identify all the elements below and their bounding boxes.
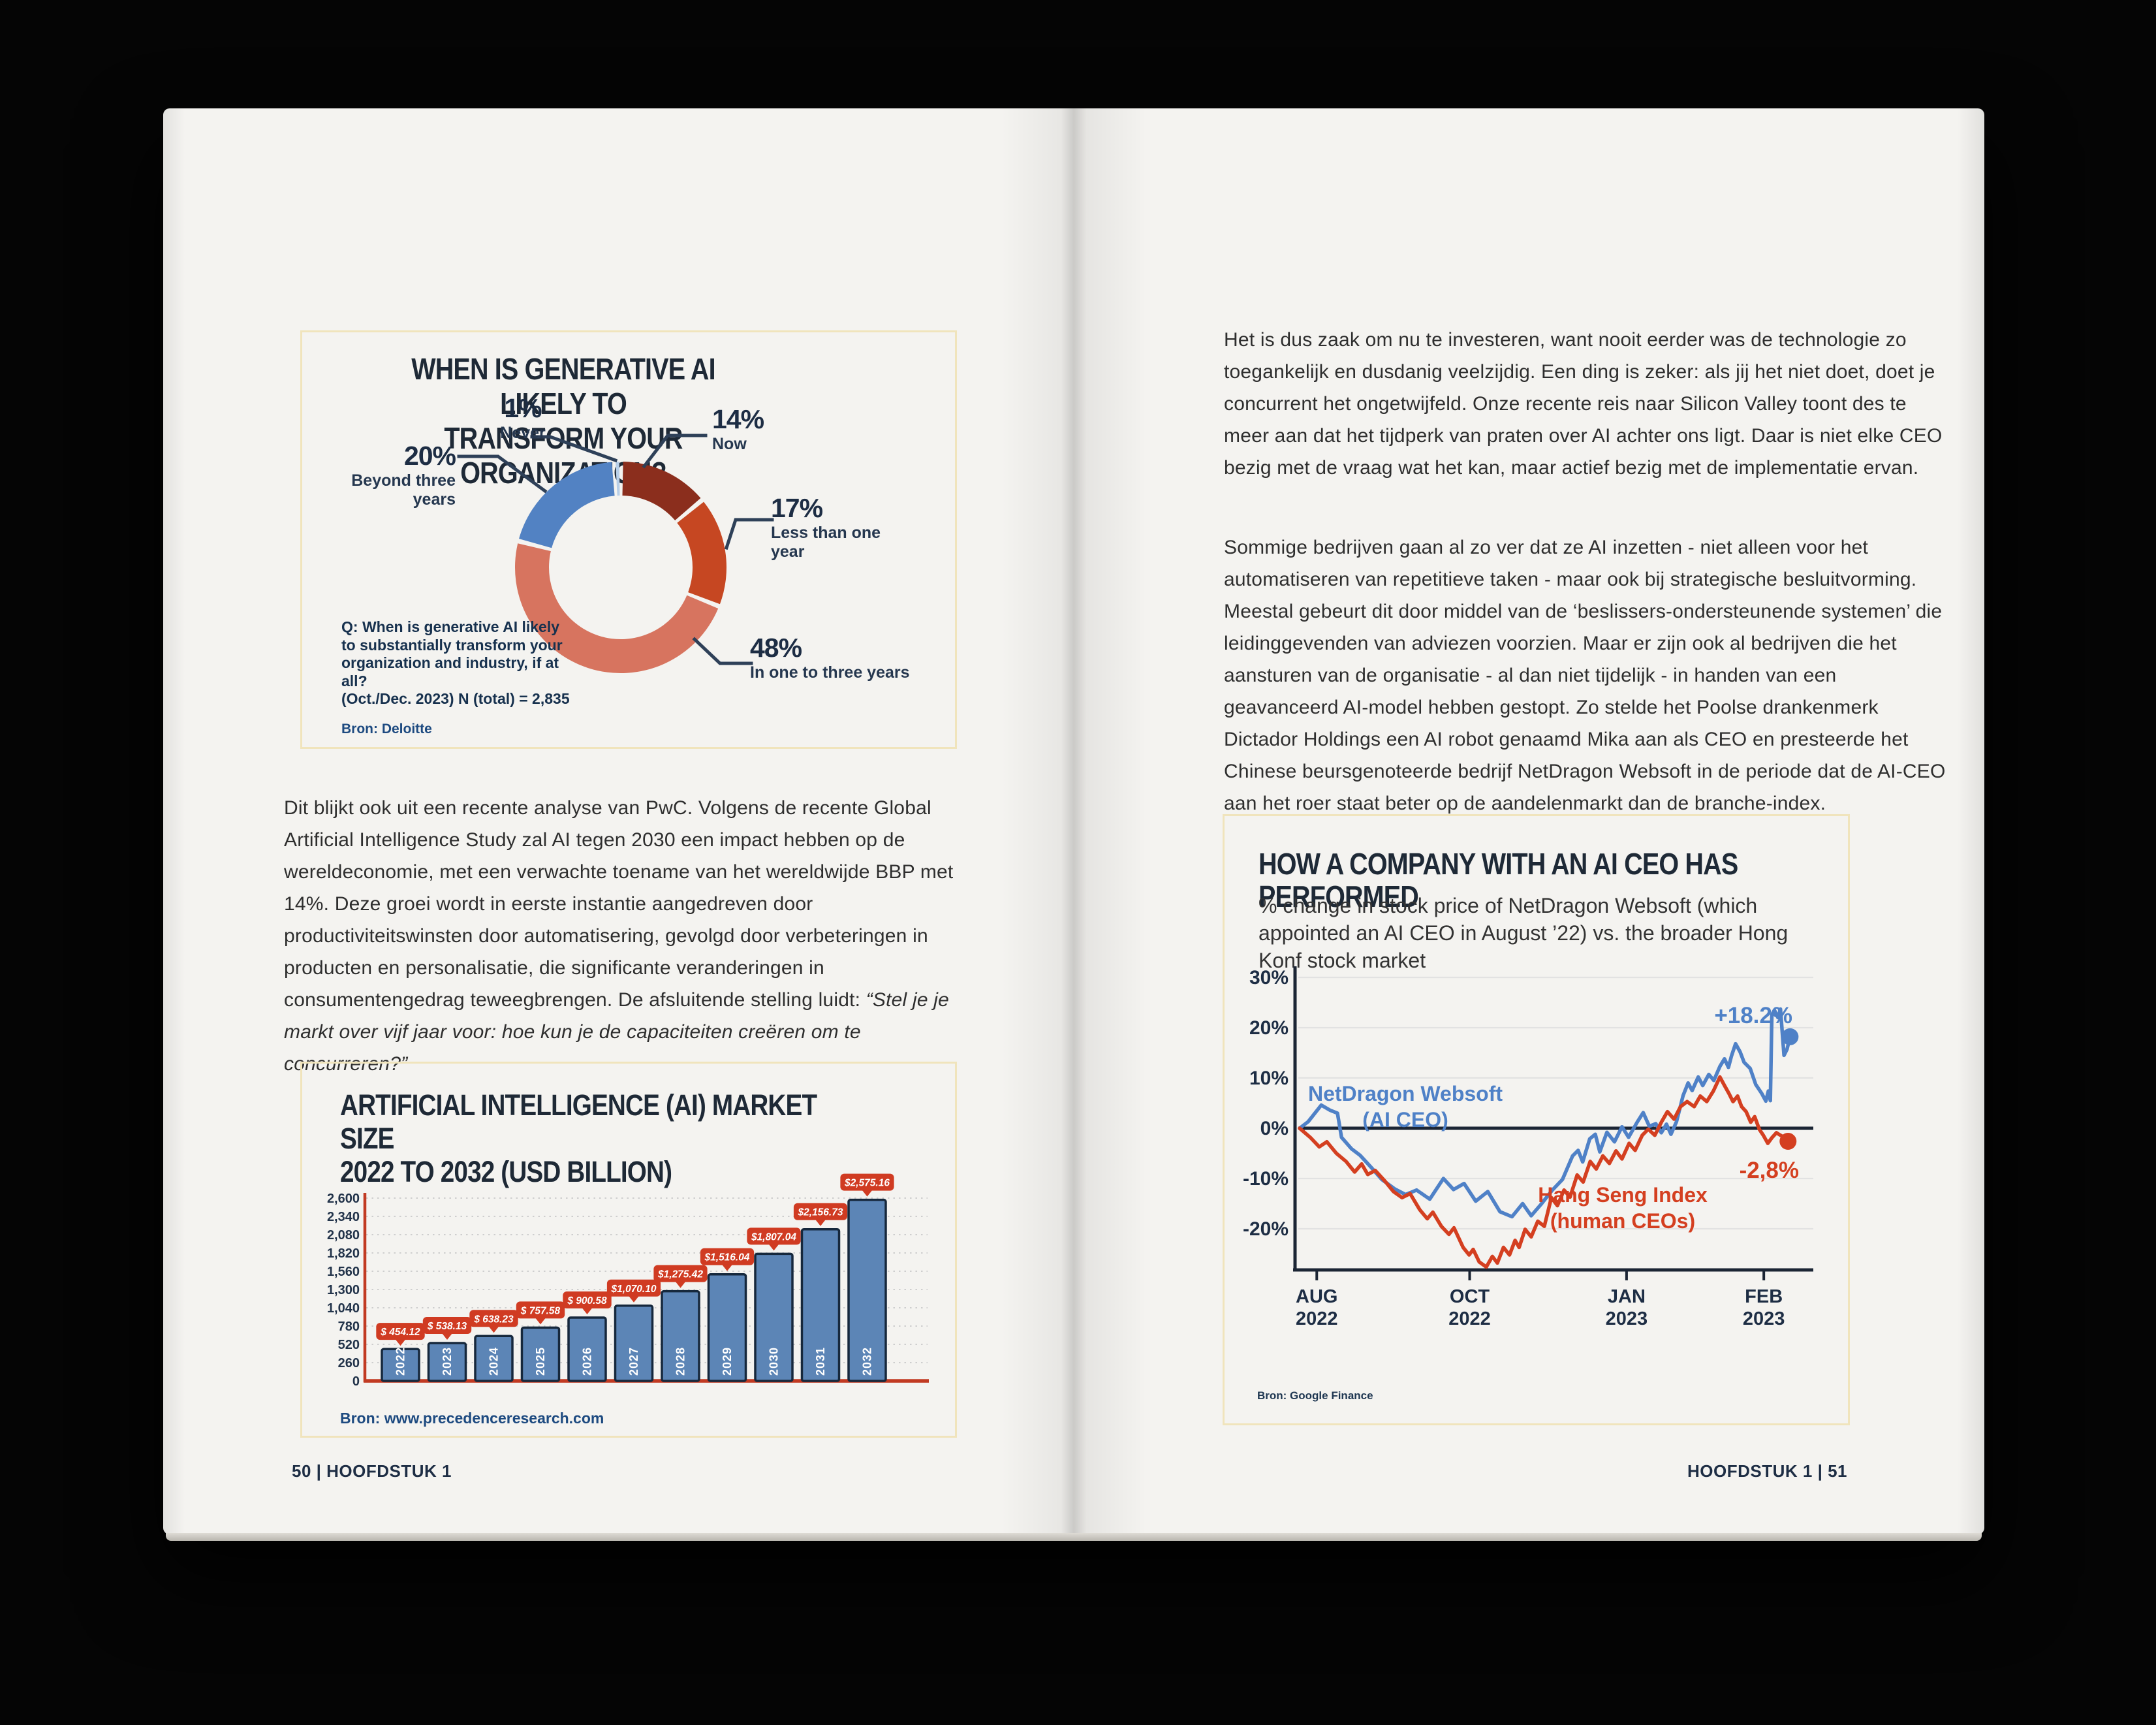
svg-text:2,080: 2,080: [327, 1228, 360, 1242]
paragraph-text: Dit blijkt ook uit een recente analyse v…: [284, 797, 954, 1011]
donut-chart: [457, 434, 774, 674]
donut-label-beyond: Beyond three years: [351, 471, 456, 509]
svg-text:0%: 0%: [1260, 1118, 1289, 1139]
donut-callout-now: 14% Now: [712, 405, 823, 454]
series-label-hangseng: Hang Seng Index (human CEOs): [1505, 1182, 1740, 1234]
svg-text:2,600: 2,600: [327, 1192, 360, 1206]
series-label-netdragon: NetDragon Websoft (AI CEO): [1301, 1081, 1510, 1133]
svg-text:2024: 2024: [488, 1347, 501, 1376]
svg-text:2023: 2023: [1743, 1308, 1785, 1329]
donut-label-never: Never: [500, 424, 546, 442]
donut-callout-less-than-one-year: 17% Less than one year: [771, 494, 914, 562]
donut-callout-never: 1% Never: [487, 394, 559, 443]
svg-text:$2,156.73: $2,156.73: [798, 1207, 843, 1218]
donut-pct-never: 1%: [504, 393, 542, 423]
svg-text:520: 520: [338, 1338, 360, 1352]
donut-pct-beyond: 20%: [403, 441, 456, 471]
donut-pct-now: 14%: [712, 404, 764, 434]
paragraph-quote: “Stel je je markt over vijf jaar voor: h…: [284, 989, 949, 1075]
svg-text:$1,275.42: $1,275.42: [657, 1269, 703, 1280]
svg-text:$1,516.04: $1,516.04: [704, 1252, 750, 1263]
svg-text:$ 538.13: $ 538.13: [427, 1321, 467, 1332]
series-label-hangseng-line2: (human CEOs): [1550, 1209, 1696, 1233]
svg-text:OCT: OCT: [1450, 1286, 1490, 1307]
svg-text:FEB: FEB: [1745, 1286, 1783, 1307]
svg-text:$ 900.58: $ 900.58: [567, 1295, 607, 1306]
series-label-netdragon-line2: (AI CEO): [1362, 1108, 1448, 1132]
svg-text:2032: 2032: [861, 1347, 874, 1376]
donut-title-line1: WHEN IS GENERATIVE AI LIKELY TO: [411, 352, 715, 420]
series-label-netdragon-line1: NetDragon Websoft: [1307, 1082, 1503, 1105]
line-chart-panel: HOW A COMPANY WITH AN AI CEO HAS PERFORM…: [1223, 814, 1850, 1425]
donut-callout-one-to-three-years: 48% In one to three years: [750, 634, 965, 682]
donut-question-note: Q: When is generative AI likely to subst…: [341, 618, 570, 707]
bar-chart: 0 260 520 780 1,040 1,300 1,560 1,820 2,080 2,340…: [327, 1173, 929, 1389]
svg-text:AUG: AUG: [1296, 1286, 1337, 1307]
donut-label-now: Now: [712, 435, 747, 453]
bar-chart-title: ARTIFICIAL INTELLIGENCE (AI) MARKET SIZE…: [340, 1088, 955, 1188]
svg-text:20%: 20%: [1249, 1017, 1289, 1039]
line-chart-source: Bron: Google Finance: [1257, 1389, 1373, 1402]
line-chart-title: HOW A COMPANY WITH AN AI CEO HAS PERFORM…: [1258, 847, 1848, 913]
donut-label-onethree: In one to three years: [750, 663, 910, 682]
svg-text:2022: 2022: [1296, 1308, 1338, 1329]
left-page-paragraph: Dit blijkt ook uit een recente analyse v…: [284, 792, 986, 1080]
annotation-hangseng-end: -2,8%: [1739, 1158, 1799, 1183]
svg-text:10%: 10%: [1249, 1068, 1289, 1089]
line-chart: 30%20%10%0%-10%-20%AUG2022OCT2022JAN2023…: [1243, 966, 1813, 1329]
svg-text:2027: 2027: [627, 1347, 640, 1376]
svg-text:2030: 2030: [768, 1347, 781, 1376]
page-stack-edge: [166, 1533, 1982, 1541]
svg-text:2022: 2022: [394, 1347, 407, 1376]
left-page-footer: 50 | HOOFDSTUK 1: [292, 1461, 452, 1481]
svg-text:30%: 30%: [1249, 967, 1289, 989]
svg-text:$ 638.23: $ 638.23: [473, 1314, 514, 1325]
bar-chart-panel: ARTIFICIAL INTELLIGENCE (AI) MARKET SIZE…: [300, 1062, 957, 1438]
svg-text:780: 780: [338, 1320, 360, 1334]
svg-text:2,340: 2,340: [327, 1210, 360, 1224]
line-chart-subtitle: % change in stock price of NetDragon Web…: [1258, 894, 1789, 972]
annotation-netdragon-end: +18.2%: [1714, 1003, 1792, 1028]
donut-pct-onethree: 48%: [750, 633, 802, 663]
svg-text:-10%: -10%: [1243, 1168, 1289, 1190]
donut-callout-beyond-three-years: 20% Beyond three years: [322, 442, 456, 509]
donut-label-less: Less than one year: [771, 524, 881, 561]
bar-title-line2: 2022 TO 2032 (USD BILLION): [340, 1155, 672, 1188]
svg-text:260: 260: [338, 1356, 360, 1370]
svg-text:-20%: -20%: [1243, 1218, 1289, 1240]
svg-text:2022: 2022: [1448, 1308, 1491, 1329]
line-title-text: HOW A COMPANY WITH AN AI CEO HAS PERFORM…: [1258, 847, 1738, 913]
right-page-paragraph-1: Het is dus zaak om nu te investeren, wan…: [1224, 329, 1943, 479]
bar-title-line1: ARTIFICIAL INTELLIGENCE (AI) MARKET SIZE: [340, 1088, 817, 1155]
svg-text:2023: 2023: [1606, 1308, 1648, 1329]
svg-text:1,040: 1,040: [327, 1301, 360, 1316]
svg-text:2026: 2026: [581, 1347, 594, 1376]
svg-text:0: 0: [352, 1374, 360, 1389]
svg-text:2028: 2028: [674, 1347, 687, 1376]
svg-text:1,300: 1,300: [327, 1283, 360, 1297]
svg-text:$1,070.10: $1,070.10: [611, 1284, 657, 1295]
donut-source: Bron: Deloitte: [341, 721, 432, 736]
right-page-footer: HOOFDSTUK 1 | 51: [1687, 1461, 1847, 1481]
svg-text:2023: 2023: [441, 1347, 454, 1376]
bar-chart-source: Bron: www.precedenceresearch.com: [340, 1410, 604, 1427]
svg-text:$2,575.16: $2,575.16: [844, 1178, 890, 1189]
svg-text:$ 757.58: $ 757.58: [520, 1305, 561, 1316]
svg-text:$ 454.12: $ 454.12: [380, 1327, 420, 1338]
svg-text:1,820: 1,820: [327, 1246, 360, 1261]
series-label-hangseng-line1: Hang Seng Index: [1538, 1183, 1708, 1207]
donut-chart-title: WHEN IS GENERATIVE AI LIKELY TO TRANSFOR…: [338, 352, 789, 490]
svg-text:1,560: 1,560: [327, 1265, 360, 1279]
svg-text:2025: 2025: [534, 1347, 547, 1376]
donut-chart-panel: WHEN IS GENERATIVE AI LIKELY TO TRANSFOR…: [300, 330, 957, 749]
donut-pct-less: 17%: [771, 493, 823, 523]
book-spread: WHEN IS GENERATIVE AI LIKELY TO TRANSFOR…: [163, 108, 1984, 1541]
svg-text:JAN: JAN: [1608, 1286, 1646, 1307]
svg-text:2031: 2031: [814, 1347, 827, 1376]
left-page: WHEN IS GENERATIVE AI LIKELY TO TRANSFOR…: [163, 108, 1074, 1534]
svg-text:$1,807.04: $1,807.04: [751, 1231, 796, 1242]
right-page-paragraph-2: Sommige bedrijven gaan al zo ver dat ze …: [1224, 537, 1946, 814]
svg-text:2029: 2029: [721, 1347, 734, 1376]
